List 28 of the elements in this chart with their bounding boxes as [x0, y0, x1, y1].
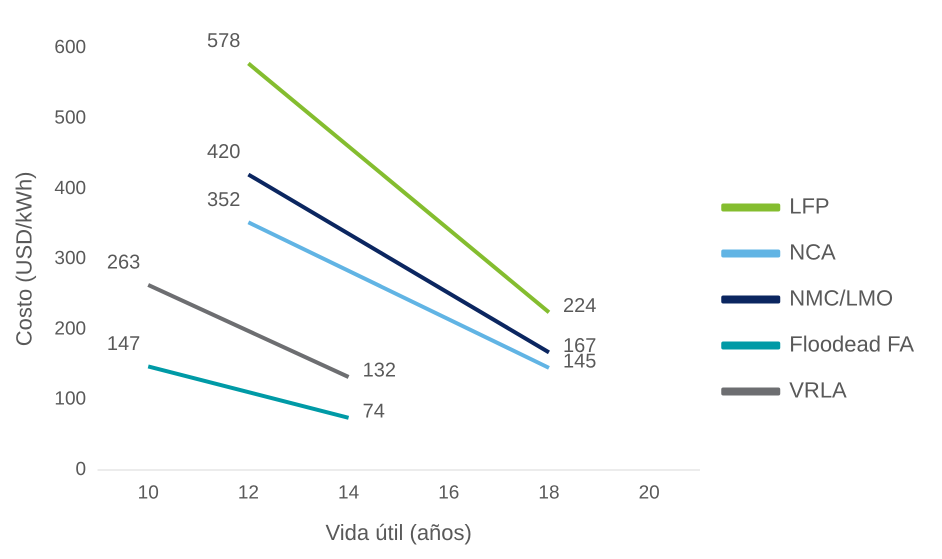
- y-tick-label: 400: [54, 178, 86, 199]
- x-axis-title: Vida útil (años): [326, 520, 472, 545]
- y-axis-title: Costo (USD/kWh): [11, 172, 36, 346]
- x-tick-label: 12: [238, 482, 259, 504]
- y-tick-label: 100: [54, 388, 86, 410]
- y-tick-label: 500: [54, 108, 86, 129]
- y-tick-label: 0: [76, 459, 86, 480]
- legend-label: LFP: [789, 194, 830, 219]
- data-label: 132: [362, 360, 396, 382]
- data-label: 352: [207, 188, 240, 211]
- x-tick-label: 20: [638, 482, 660, 504]
- x-tick-label: 14: [338, 482, 360, 504]
- data-label: 147: [106, 332, 140, 355]
- legend-label: VRLA: [789, 378, 848, 403]
- data-label: 578: [207, 30, 240, 52]
- x-tick-label: 10: [138, 482, 159, 504]
- legend-label: NCA: [789, 240, 836, 265]
- data-label: 74: [362, 400, 385, 422]
- data-label: 420: [207, 141, 240, 164]
- legend-label: Floodead FA: [789, 332, 914, 357]
- x-tick-label: 16: [438, 482, 460, 504]
- y-tick-label: 200: [54, 318, 86, 340]
- data-label: 263: [106, 251, 140, 274]
- legend-label: NMC/LMO: [789, 286, 894, 311]
- y-tick-label: 600: [54, 37, 86, 58]
- y-tick-label: 300: [54, 248, 86, 270]
- x-tick-label: 18: [538, 482, 560, 504]
- data-label: 224: [562, 294, 596, 317]
